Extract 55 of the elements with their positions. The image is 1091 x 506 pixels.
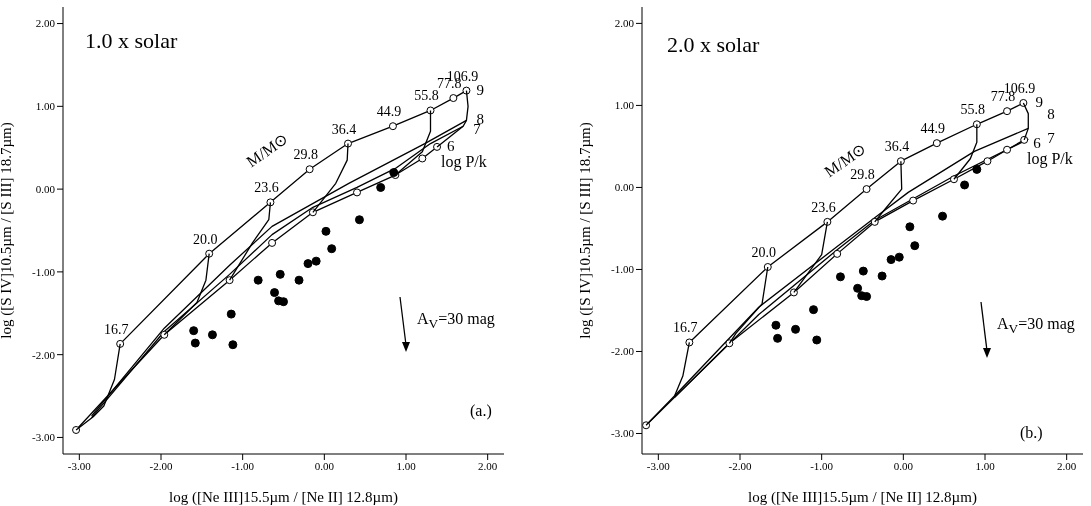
annotation: A$_{V}$=30 mag [997, 315, 1075, 338]
annotation: 16.7 [673, 320, 698, 336]
x-tick-label: 2.00 [1057, 459, 1077, 472]
annotation: 36.4 [331, 121, 357, 137]
x-axis-title: log ([Ne III]15.5µm / [Ne II] 12.8µm) [169, 489, 398, 506]
annotation: (a.) [470, 402, 492, 420]
x-tick-label: -2.00 [728, 459, 752, 472]
annotation: 36.4 [884, 139, 910, 155]
annotation: 55.8 [960, 102, 986, 118]
series-label: 9 [476, 81, 484, 98]
x-tick-label: -3.00 [646, 459, 671, 472]
annotation: log P/k [441, 153, 487, 171]
annotation: A$_{V}$=30 mag [417, 310, 495, 333]
y-axis-title: log ([S IV]10.5µm / [S III] 18.7µm) [577, 122, 595, 339]
series-label: 8 [1047, 106, 1055, 123]
y-tick-label: -2.00 [611, 345, 635, 358]
annotation: 23.6 [254, 180, 279, 196]
y-tick-label: 2.00 [35, 17, 56, 30]
y-tick-label: -3.00 [32, 431, 56, 444]
x-tick-label: 1.00 [396, 459, 417, 472]
annotation: 23.6 [811, 199, 836, 215]
x-tick-label: 1.00 [975, 459, 996, 472]
y-tick-label: -1.00 [32, 265, 56, 278]
x-tick-label: -2.00 [149, 459, 173, 472]
series-label: 6 [1033, 134, 1042, 151]
x-tick-label: -1.00 [231, 459, 255, 472]
y-tick-label: 1.00 [614, 99, 635, 112]
annotation: 20.0 [751, 245, 777, 260]
y-tick-label: -3.00 [611, 427, 635, 440]
x-tick-label: -1.00 [810, 459, 834, 472]
x-tick-label: 0.00 [314, 459, 335, 472]
annotation: log P/k [1027, 150, 1073, 168]
annotation: 44.9 [920, 121, 946, 137]
y-tick-label: 0.00 [614, 181, 635, 194]
series-label: 7 [1047, 130, 1056, 147]
series-label: 9 [1035, 93, 1043, 110]
annotation: 29.8 [293, 147, 318, 163]
y-tick-label: 1.00 [35, 100, 56, 113]
y-tick-label: 0.00 [35, 183, 56, 196]
text: 2.0 x solar [667, 32, 760, 58]
x-axis-title: log ([Ne III]15.5µm / [Ne II] 12.8µm) [748, 489, 977, 506]
annotation: 20.0 [192, 231, 218, 247]
x-tick-label: 0.00 [893, 459, 914, 472]
x-tick-label: -3.00 [67, 459, 92, 472]
y-axis-title: log ([S IV]10.5µm / [S III] 18.7µm) [0, 122, 16, 339]
annotation: 55.8 [414, 88, 439, 104]
text: 1.0 x solar [85, 28, 178, 54]
y-tick-label: 2.00 [614, 17, 635, 30]
x-tick-label: 2.00 [478, 459, 498, 472]
y-tick-label: -2.00 [32, 348, 56, 361]
y-tick-label: -1.00 [611, 263, 635, 276]
series-label: 6 [447, 137, 456, 154]
annotation: 16.7 [103, 321, 129, 337]
annotation: 44.9 [376, 104, 402, 120]
annotation: (b.) [1020, 424, 1043, 442]
